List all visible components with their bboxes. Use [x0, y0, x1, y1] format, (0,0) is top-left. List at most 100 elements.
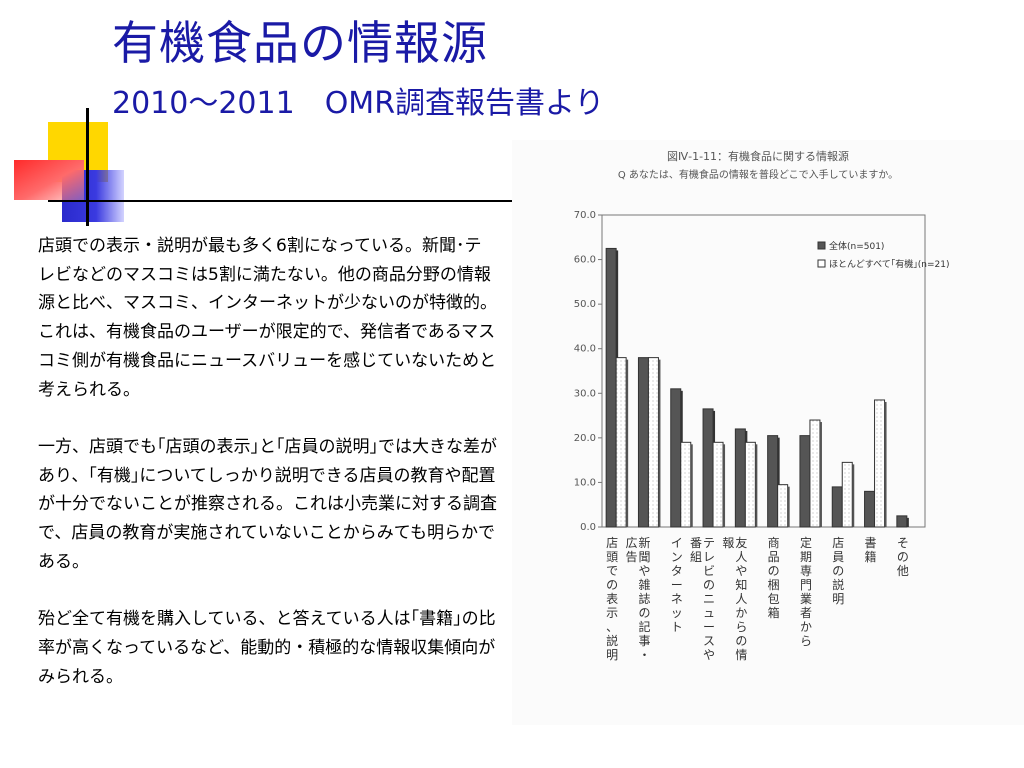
x-tick-label-char: 表 — [606, 592, 618, 606]
x-tick-label-char: 誌 — [638, 591, 650, 606]
y-tick-label: 10.0 — [574, 477, 596, 488]
bar-organic — [874, 399, 886, 528]
x-tick-label-char: そ — [897, 536, 909, 550]
x-tick-label-char: レ — [703, 550, 715, 564]
x-tick-label-char: 説 — [832, 577, 844, 592]
bar-organic — [647, 357, 659, 528]
bar-organic — [712, 441, 724, 528]
y-tick-label: 30.0 — [574, 388, 596, 399]
x-tick-label-char: 品 — [768, 550, 780, 564]
x-tick-label-char: 書 — [865, 536, 877, 550]
bar-organic-shadow — [884, 401, 887, 527]
x-tick-label-char: 説 — [606, 633, 618, 648]
y-tick-label: 40.0 — [574, 344, 596, 355]
x-tick-label-char: 期 — [800, 550, 812, 564]
x-tick-label-char: ッ — [671, 606, 683, 620]
x-tick-label-char: 明 — [606, 648, 618, 662]
x-tick-label-char: ス — [703, 634, 715, 648]
bar-all — [605, 247, 617, 528]
y-tick-label: 20.0 — [574, 433, 596, 444]
paragraph-2: 一方、店頭でも｢店頭の表示｣と｢店員の説明｣では大きな差があり、｢有機｣について… — [38, 436, 497, 572]
x-tick-label-char: 人 — [735, 592, 747, 606]
x-tick-label-char: の — [703, 578, 715, 592]
x-tick-label-char: 広 — [625, 536, 637, 550]
x-tick-label-char: 商 — [768, 535, 780, 550]
x-tick-label-char: ネ — [671, 592, 683, 606]
x-tick-label-char: 定 — [800, 535, 812, 550]
bar-chart: 図Ⅳ-1-11：有機食品に関する情報源 Q あなたは、有機食品の情報を普段どこで… — [574, 149, 950, 662]
bar-organic-shadow — [852, 464, 855, 527]
bar-all — [637, 357, 649, 528]
x-tick-label-char: 専 — [800, 564, 812, 578]
x-tick-label-char: 知 — [735, 578, 747, 592]
x-tick-label-char: 事 — [638, 634, 650, 648]
x-tick-label-char: や — [735, 564, 747, 578]
bar-all — [702, 408, 714, 528]
x-tick-label-char: 記 — [638, 619, 650, 634]
x-tick-label-char: 者 — [800, 606, 812, 620]
paragraph-3: 殆ど全て有機を購入している、と答えている人は｢書籍｣の比率が高くなっているなど、… — [38, 609, 496, 687]
bar-all-shadow — [906, 517, 909, 527]
x-tick-label-char: か — [800, 620, 812, 634]
x-tick-label-char: 番 — [690, 536, 702, 550]
body-text: 店頭での表示・説明が最も多く6割になっている。新聞･テレビなどのマスコミは5割に… — [38, 232, 498, 720]
x-tick-label-char: ン — [671, 550, 683, 564]
legend-label-organic: ほとんどすべて｢有機｣(n=21) — [829, 258, 949, 270]
page-subtitle: 2010～2011 OMR調査報告書より — [112, 86, 605, 121]
x-tick-label-char: 情 — [735, 648, 747, 662]
x-tick-label-char: 店 — [832, 536, 844, 550]
bar-all — [896, 515, 908, 528]
x-tick-label-char: タ — [671, 564, 683, 578]
x-tick-label-char: で — [606, 564, 618, 578]
x-tick-label-char: 箱 — [768, 605, 780, 620]
bar-organic — [777, 484, 789, 528]
y-tick-label: 70.0 — [574, 210, 596, 221]
x-tick-label-char: イ — [671, 536, 683, 550]
x-tick-label-char: の — [638, 606, 650, 620]
x-tick-label-char: ら — [735, 620, 747, 634]
legend-swatch-all — [817, 241, 826, 250]
x-tick-label-char: ら — [800, 634, 812, 648]
y-tick-label: 60.0 — [574, 255, 596, 266]
x-tick-label-char: ト — [671, 620, 683, 634]
bar-all — [734, 428, 746, 528]
bar-all — [864, 490, 876, 528]
x-tick-label-char: 聞 — [638, 550, 650, 564]
chart-title: 図Ⅳ-1-11：有機食品に関する情報源 — [667, 149, 849, 163]
bar-organic — [744, 441, 756, 528]
bar-all — [767, 435, 779, 528]
chart-subtitle: Q あなたは、有機食品の情報を普段どこで入手していますか。 — [618, 168, 898, 181]
x-tick-label-char: 示 — [606, 606, 618, 620]
paragraph-1: 店頭での表示・説明が最も多く6割になっている。新聞･テレビなどのマスコミは5割に… — [38, 236, 497, 400]
deco-red-square — [14, 160, 84, 200]
bar-organic-shadow — [755, 444, 758, 527]
bar-organic-shadow — [819, 422, 822, 527]
x-tick-label-char: や — [638, 564, 650, 578]
x-tick-label-char: 報 — [722, 536, 734, 550]
x-tick-label-char: テ — [703, 536, 715, 550]
x-tick-label-char: 梱 — [768, 578, 780, 592]
legend-label-all: 全体(n=501) — [829, 240, 884, 252]
title-divider — [48, 200, 512, 202]
x-tick-label-char: 、 — [606, 620, 618, 634]
x-tick-label-char: 業 — [800, 592, 812, 606]
x-tick-label-char: 頭 — [606, 550, 618, 564]
x-tick-label-char: ー — [671, 578, 683, 592]
x-tick-label-char: の — [832, 564, 844, 578]
bar-organic-shadow — [626, 359, 629, 527]
y-tick-label: 50.0 — [574, 299, 596, 310]
x-tick-label-char: 新 — [638, 535, 650, 550]
bar-organic — [809, 419, 821, 528]
x-tick-label-char: 他 — [897, 564, 909, 578]
x-tick-label-char: の — [768, 564, 780, 578]
x-tick-label-char: 人 — [735, 550, 747, 564]
bar-all-shadow — [777, 437, 780, 527]
bar-all — [670, 388, 682, 528]
page-title: 有機食品の情報源 — [112, 16, 488, 70]
x-tick-label-char: 員 — [832, 550, 844, 564]
chart-panel: 図Ⅳ-1-11：有機食品に関する情報源 Q あなたは、有機食品の情報を普段どこで… — [512, 140, 1024, 725]
x-tick-label-char: 店 — [606, 536, 618, 550]
bar-organic-shadow — [787, 486, 790, 527]
x-tick-label-char: 組 — [690, 550, 702, 564]
bar-all — [799, 435, 811, 528]
